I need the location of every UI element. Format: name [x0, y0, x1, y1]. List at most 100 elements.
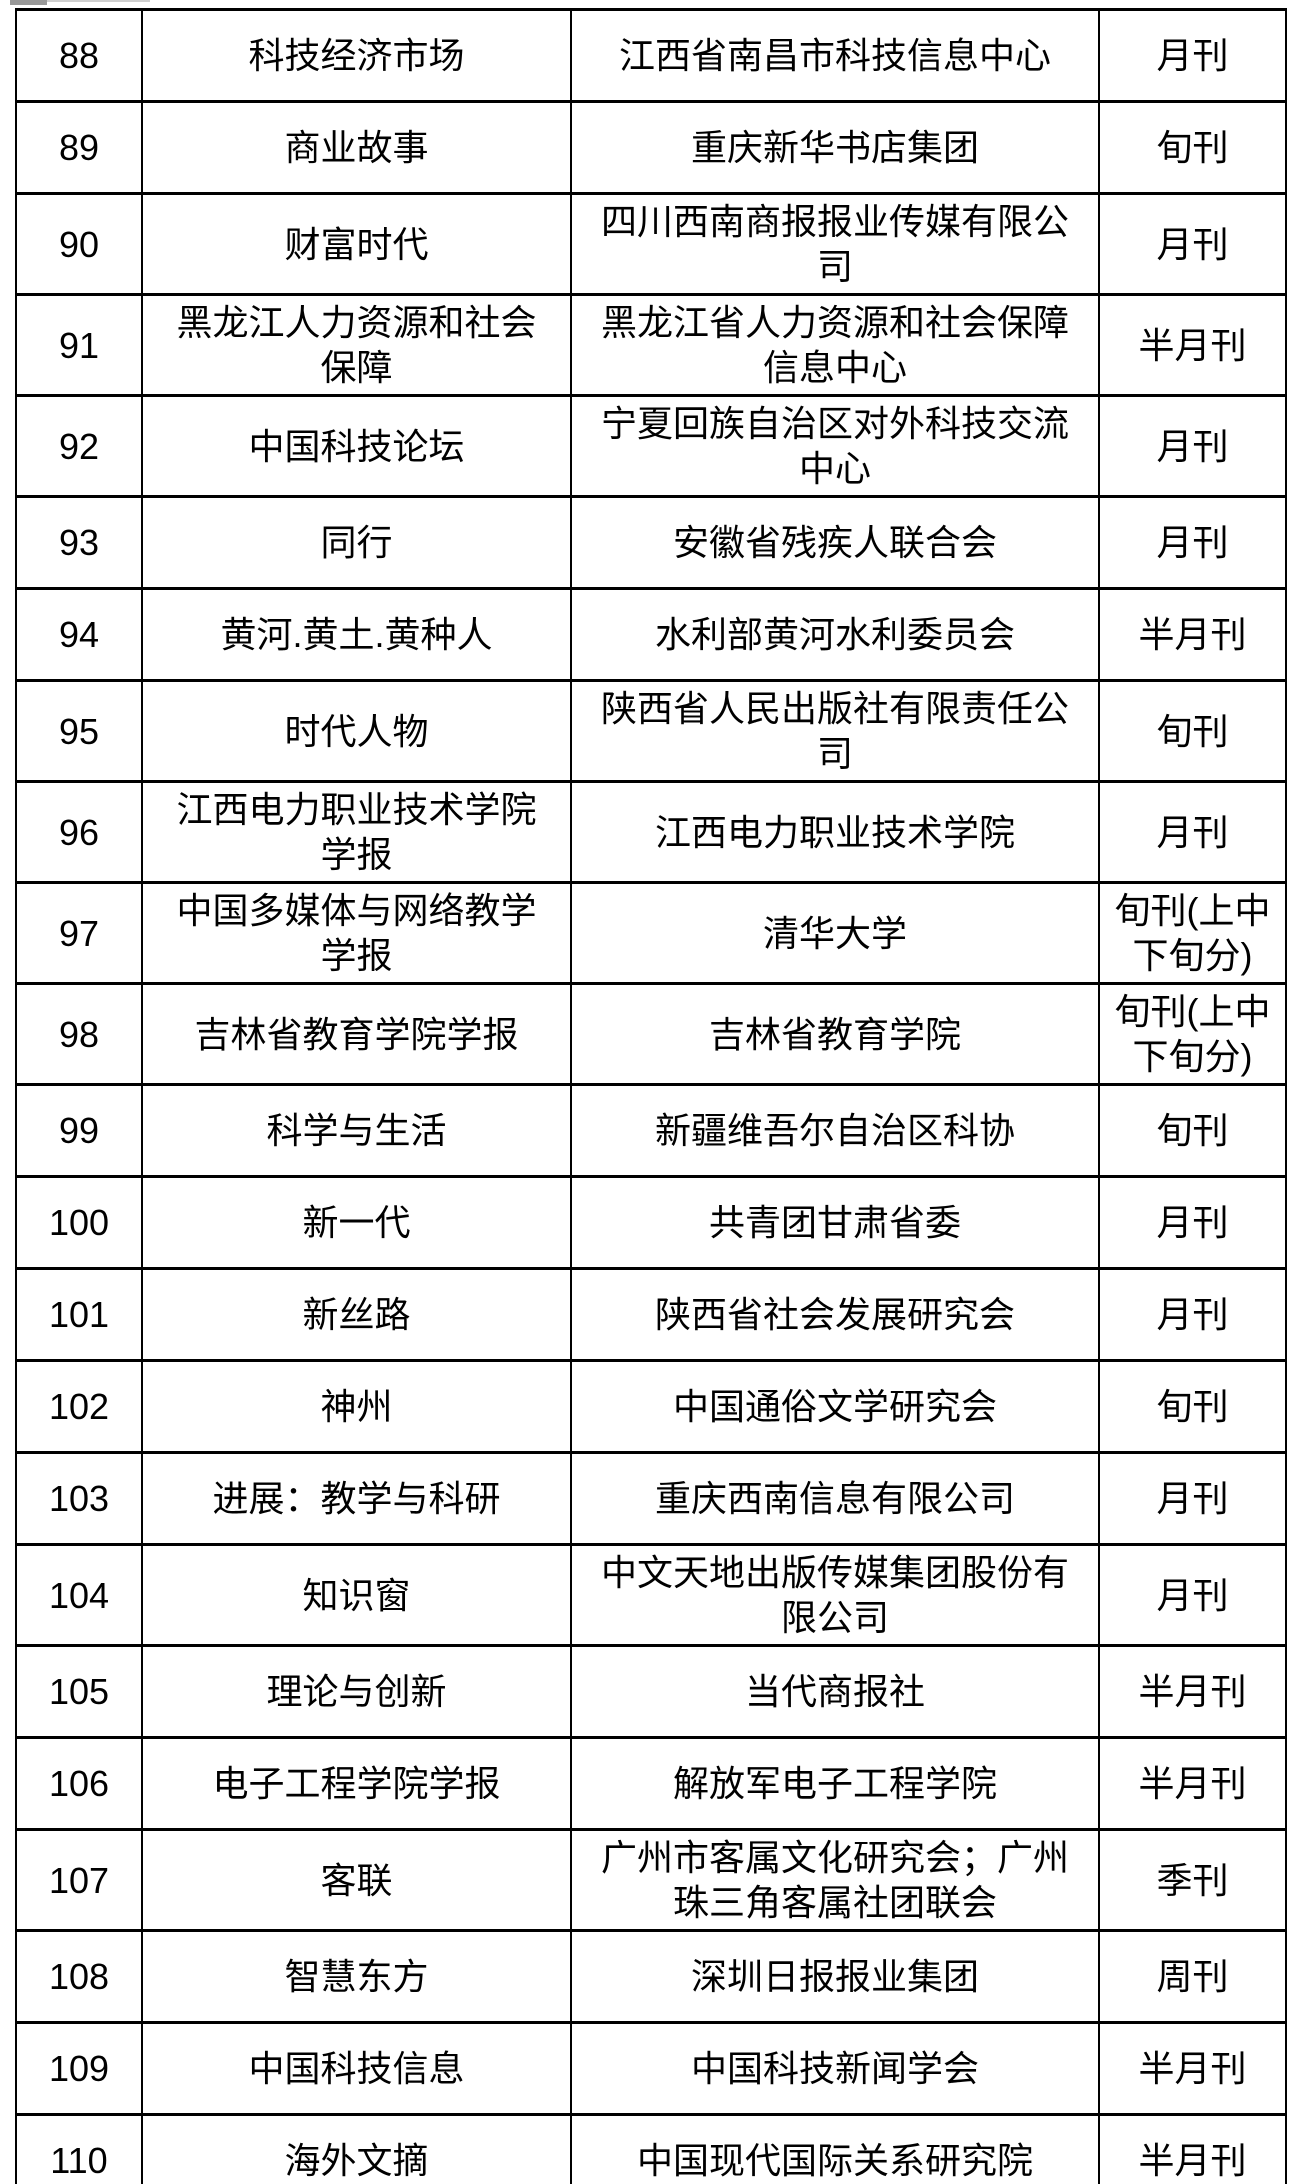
row-number-cell: 105: [15, 1644, 143, 1739]
frequency-cell: 季刊: [1098, 1828, 1287, 1932]
table-row: 94 黄河.黄土.黄种人 水利部黄河水利委员会 半月刊: [15, 587, 1287, 682]
row-number-cell: 106: [15, 1736, 143, 1831]
table-row: 97 中国多媒体与网络教学学报 清华大学 旬刊(上中下旬分): [15, 881, 1287, 985]
frequency-cell: 旬刊: [1098, 100, 1287, 195]
frequency-cell: 月刊: [1098, 1451, 1287, 1546]
journal-name-cell: 江西电力职业技术学院学报: [141, 780, 572, 884]
frequency-cell: 半月刊: [1098, 1644, 1287, 1739]
row-number-cell: 101: [15, 1267, 143, 1362]
table-row: 108 智慧东方 深圳日报报业集团 周刊: [15, 1929, 1287, 2024]
organizer-cell: 共青团甘肃省委: [570, 1175, 1100, 1270]
frequency-cell: 周刊: [1098, 1929, 1287, 2024]
organizer-cell: 宁夏回族自治区对外科技交流中心: [570, 394, 1100, 498]
journal-name-cell: 时代人物: [141, 679, 572, 783]
organizer-cell: 深圳日报报业集团: [570, 1929, 1100, 2024]
journal-name-cell: 黑龙江人力资源和社会保障: [141, 293, 572, 397]
row-number-cell: 103: [15, 1451, 143, 1546]
organizer-cell: 黑龙江省人力资源和社会保障信息中心: [570, 293, 1100, 397]
row-number-cell: 92: [15, 394, 143, 498]
frequency-cell: 旬刊: [1098, 679, 1287, 783]
frequency-cell: 月刊: [1098, 1543, 1287, 1647]
journal-name-cell: 海外文摘: [141, 2113, 572, 2184]
organizer-cell: 广州市客属文化研究会；广州珠三角客属社团联会: [570, 1828, 1100, 1932]
table-row: 110 海外文摘 中国现代国际关系研究院 半月刊: [15, 2113, 1287, 2184]
frequency-cell: 半月刊: [1098, 587, 1287, 682]
row-number-cell: 98: [15, 982, 143, 1086]
row-number-cell: 91: [15, 293, 143, 397]
journal-name-cell: 智慧东方: [141, 1929, 572, 2024]
table-row: 102 神州 中国通俗文学研究会 旬刊: [15, 1359, 1287, 1454]
organizer-cell: 新疆维吾尔自治区科协: [570, 1083, 1100, 1178]
organizer-cell: 四川西南商报报业传媒有限公司: [570, 192, 1100, 296]
row-number-cell: 99: [15, 1083, 143, 1178]
cropped-row-artifact: [10, 0, 47, 5]
table-row: 90 财富时代 四川西南商报报业传媒有限公司 月刊: [15, 192, 1287, 296]
journal-name-cell: 吉林省教育学院学报: [141, 982, 572, 1086]
organizer-cell: 陕西省社会发展研究会: [570, 1267, 1100, 1362]
journal-name-cell: 进展：教学与科研: [141, 1451, 572, 1546]
journal-name-cell: 同行: [141, 495, 572, 590]
journal-name-cell: 商业故事: [141, 100, 572, 195]
frequency-cell: 半月刊: [1098, 293, 1287, 397]
row-number-cell: 110: [15, 2113, 143, 2184]
row-number-cell: 90: [15, 192, 143, 296]
row-number-cell: 107: [15, 1828, 143, 1932]
row-number-cell: 97: [15, 881, 143, 985]
table-row: 93 同行 安徽省残疾人联合会 月刊: [15, 495, 1287, 590]
organizer-cell: 江西省南昌市科技信息中心: [570, 8, 1100, 103]
table-row: 96 江西电力职业技术学院学报 江西电力职业技术学院 月刊: [15, 780, 1287, 884]
organizer-cell: 清华大学: [570, 881, 1100, 985]
journal-name-cell: 电子工程学院学报: [141, 1736, 572, 1831]
organizer-cell: 江西电力职业技术学院: [570, 780, 1100, 884]
row-number-cell: 95: [15, 679, 143, 783]
journal-name-cell: 科学与生活: [141, 1083, 572, 1178]
organizer-cell: 重庆新华书店集团: [570, 100, 1100, 195]
table-row: 100 新一代 共青团甘肃省委 月刊: [15, 1175, 1287, 1270]
frequency-cell: 月刊: [1098, 1175, 1287, 1270]
cropped-row-artifact-light: [47, 0, 150, 2]
journal-name-cell: 理论与创新: [141, 1644, 572, 1739]
table-row: 109 中国科技信息 中国科技新闻学会 半月刊: [15, 2021, 1287, 2116]
row-number-cell: 93: [15, 495, 143, 590]
organizer-cell: 吉林省教育学院: [570, 982, 1100, 1086]
table-row: 106 电子工程学院学报 解放军电子工程学院 半月刊: [15, 1736, 1287, 1831]
organizer-cell: 解放军电子工程学院: [570, 1736, 1100, 1831]
organizer-cell: 中国通俗文学研究会: [570, 1359, 1100, 1454]
table-row: 105 理论与创新 当代商报社 半月刊: [15, 1644, 1287, 1739]
frequency-cell: 半月刊: [1098, 1736, 1287, 1831]
table-row: 92 中国科技论坛 宁夏回族自治区对外科技交流中心 月刊: [15, 394, 1287, 498]
journal-name-cell: 中国多媒体与网络教学学报: [141, 881, 572, 985]
table-row: 103 进展：教学与科研 重庆西南信息有限公司 月刊: [15, 1451, 1287, 1546]
organizer-cell: 中国现代国际关系研究院: [570, 2113, 1100, 2184]
frequency-cell: 半月刊: [1098, 2113, 1287, 2184]
journal-name-cell: 新丝路: [141, 1267, 572, 1362]
table-row: 91 黑龙江人力资源和社会保障 黑龙江省人力资源和社会保障信息中心 半月刊: [15, 293, 1287, 397]
journal-name-cell: 客联: [141, 1828, 572, 1932]
frequency-cell: 月刊: [1098, 1267, 1287, 1362]
organizer-cell: 当代商报社: [570, 1644, 1100, 1739]
organizer-cell: 重庆西南信息有限公司: [570, 1451, 1100, 1546]
table-row: 89 商业故事 重庆新华书店集团 旬刊: [15, 100, 1287, 195]
frequency-cell: 月刊: [1098, 8, 1287, 103]
row-number-cell: 109: [15, 2021, 143, 2116]
frequency-cell: 月刊: [1098, 192, 1287, 296]
frequency-cell: 月刊: [1098, 495, 1287, 590]
journal-name-cell: 新一代: [141, 1175, 572, 1270]
organizer-cell: 安徽省残疾人联合会: [570, 495, 1100, 590]
row-number-cell: 89: [15, 100, 143, 195]
table-row: 99 科学与生活 新疆维吾尔自治区科协 旬刊: [15, 1083, 1287, 1178]
journal-table-body: 88 科技经济市场 江西省南昌市科技信息中心 月刊 89 商业故事 重庆新华书店集团 旬刊 90…: [15, 8, 1287, 2184]
journal-name-cell: 知识窗: [141, 1543, 572, 1647]
row-number-cell: 108: [15, 1929, 143, 2024]
table-row: 101 新丝路 陕西省社会发展研究会 月刊: [15, 1267, 1287, 1362]
organizer-cell: 水利部黄河水利委员会: [570, 587, 1100, 682]
frequency-cell: 旬刊(上中下旬分): [1098, 982, 1287, 1086]
frequency-cell: 旬刊: [1098, 1083, 1287, 1178]
frequency-cell: 月刊: [1098, 780, 1287, 884]
row-number-cell: 104: [15, 1543, 143, 1647]
frequency-cell: 旬刊(上中下旬分): [1098, 881, 1287, 985]
table-row: 95 时代人物 陕西省人民出版社有限责任公司 旬刊: [15, 679, 1287, 783]
organizer-cell: 中国科技新闻学会: [570, 2021, 1100, 2116]
organizer-cell: 中文天地出版传媒集团股份有限公司: [570, 1543, 1100, 1647]
journal-table: 88 科技经济市场 江西省南昌市科技信息中心 月刊 89 商业故事 重庆新华书店集团 旬刊 90…: [15, 8, 1287, 2184]
